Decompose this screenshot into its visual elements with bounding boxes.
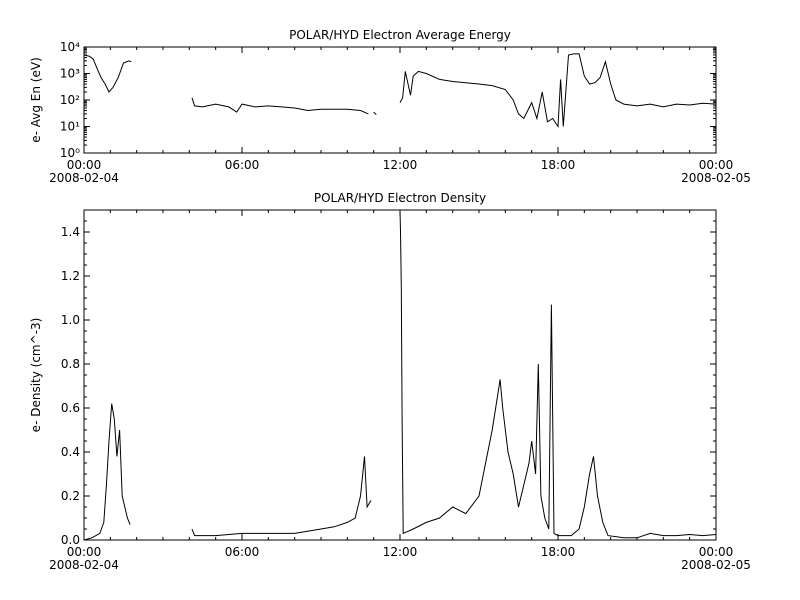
average-energy-x-tick-label: 06:00 xyxy=(225,158,260,172)
average-energy-series-segment xyxy=(373,111,377,116)
density-y-tick-label: 1.0 xyxy=(61,313,80,327)
density-x-tick-date-label: 2008-02-04 xyxy=(49,558,119,572)
density-x-tick-label: 06:00 xyxy=(225,545,260,559)
density-y-tick-label: 0.8 xyxy=(61,357,80,371)
density-series-segment xyxy=(191,456,372,537)
density-y-axis-label: e- Density (cm^-3) xyxy=(29,318,43,433)
average-energy-y-tick-label: 10³ xyxy=(60,67,80,81)
average-energy-series-segment xyxy=(83,54,132,93)
density-x-tick-date-label: 2008-02-05 xyxy=(681,558,751,572)
density-y-tick-label: 1.4 xyxy=(61,225,80,239)
average-energy-series-segment xyxy=(191,97,369,115)
average-energy-y-tick-label: 10² xyxy=(60,93,80,107)
average-energy-panel: POLAR/HYD Electron Average Energy e- Avg… xyxy=(29,28,751,185)
density-y-tick-label: 0.0 xyxy=(61,533,80,547)
average-energy-y-tick-label: 10⁰ xyxy=(60,146,80,160)
density-y-tick-label: 0.4 xyxy=(61,445,80,459)
density-x-tick-label: 12:00 xyxy=(383,545,418,559)
density-series-segment xyxy=(399,209,717,539)
average-energy-y-axis-label: e- Avg En (eV) xyxy=(29,57,43,143)
average-energy-x-tick-date-label: 2008-02-04 xyxy=(49,171,119,185)
density-x-tick-label: 18:00 xyxy=(541,545,576,559)
average-energy-x-tick-label: 00:00 xyxy=(67,158,102,172)
density-title: POLAR/HYD Electron Density xyxy=(314,191,486,205)
average-energy-y-tick-label: 10¹ xyxy=(60,120,80,134)
average-energy-y-tick-label: 10⁴ xyxy=(60,40,80,54)
average-energy-x-tick-label: 18:00 xyxy=(541,158,576,172)
density-series-segment xyxy=(83,403,131,541)
density-y-tick-label: 1.2 xyxy=(61,269,80,283)
density-plot-frame xyxy=(83,209,717,541)
density-panel: POLAR/HYD Electron Density e- Density (c… xyxy=(29,191,751,572)
average-energy-title: POLAR/HYD Electron Average Energy xyxy=(289,28,511,42)
density-y-tick-label: 0.2 xyxy=(61,489,80,503)
average-energy-x-tick-label: 00:00 xyxy=(699,158,734,172)
density-x-tick-label: 00:00 xyxy=(67,545,102,559)
average-energy-plot-frame xyxy=(83,46,717,154)
average-energy-series-segment xyxy=(399,53,717,129)
density-x-tick-label: 00:00 xyxy=(699,545,734,559)
average-energy-x-tick-date-label: 2008-02-05 xyxy=(681,171,751,185)
average-energy-x-tick-label: 12:00 xyxy=(383,158,418,172)
density-y-tick-label: 0.6 xyxy=(61,401,80,415)
